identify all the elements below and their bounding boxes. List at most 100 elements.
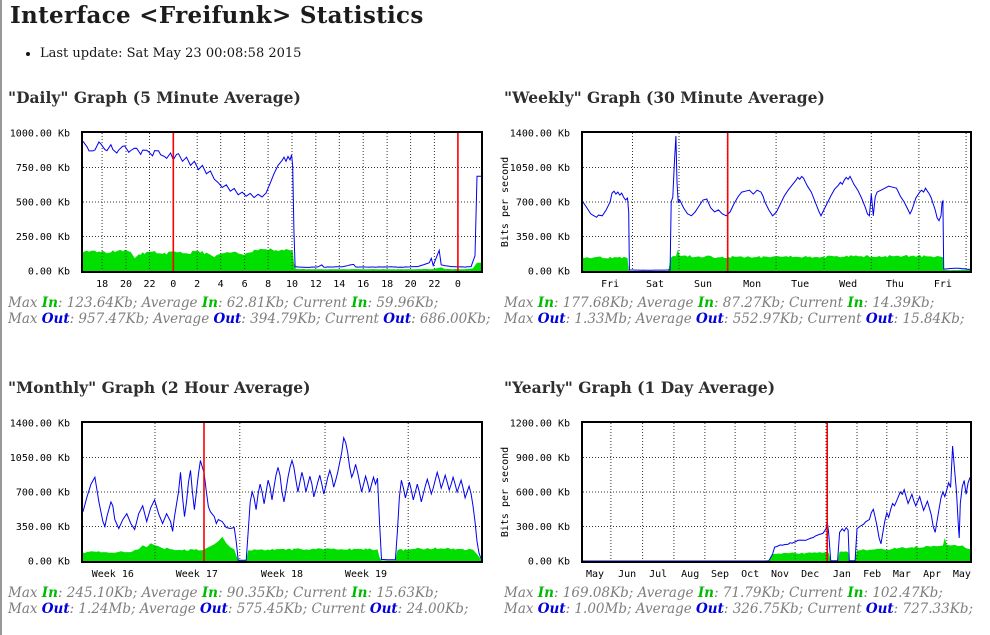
yearly-xtick-label: Dec — [801, 569, 819, 580]
yearly-xtick-label: Aug — [681, 569, 699, 580]
in-label: In — [697, 295, 714, 311]
weekly-xtick-label: Wed — [839, 279, 857, 290]
yearly-stats-out: Max Out: 1.00Mb; Average Out: 326.75Kb; … — [504, 600, 974, 617]
weekly-graph-stats: Max In: 177.68Kb; Average In: 87.27Kb; C… — [504, 295, 965, 327]
in-label: In — [351, 295, 368, 311]
weekly-xtick-label: Thu — [886, 279, 904, 290]
monthly-graph-image: 1400.00 Kb 1050.00 Kb 700.00 Kb 350.00 Kb 0.… — [8, 415, 496, 585]
monthly-stats-out: Max Out: 1.24Mb; Average Out: 575.45Kb; … — [8, 600, 469, 617]
page-title: Interface <Freifunk> Statistics — [10, 2, 424, 29]
weekly-in-area — [583, 249, 970, 271]
in-label: In — [537, 295, 554, 311]
weekly-xtick-label: Sun — [694, 279, 712, 290]
in-label: In — [201, 295, 218, 311]
daily-graph-image: 1000.00 Kb 750.00 Kb 500.00 Kb 250.00 Kb 0.0… — [8, 125, 496, 295]
yearly-xtick-label: Nov — [771, 569, 789, 580]
daily-ytick-label: 250.00 Kb — [16, 232, 70, 243]
last-update-text: Last update: Sat May 23 00:08:58 2015 — [40, 46, 302, 61]
daily-graph-svg: 1000.00 Kb 750.00 Kb 500.00 Kb 250.00 Kb 0.0… — [10, 129, 483, 290]
daily-out-line — [82, 141, 481, 268]
yearly-ytick-label: 1200.00 Kb — [510, 419, 570, 430]
in-label: In — [697, 585, 714, 601]
window-left-edge — [0, 0, 2, 635]
monthly-ytick-label: 0.00 Kb — [28, 557, 70, 568]
yearly-in-area — [583, 538, 970, 561]
daily-xtick-label: 12 — [310, 279, 322, 290]
yearly-graph-stats: Max In: 169.08Kb; Average In: 71.79Kb; C… — [504, 585, 974, 617]
update-list: Last update: Sat May 23 00:08:58 2015 — [10, 46, 301, 61]
monthly-graph-title: "Monthly" Graph (2 Hour Average) — [8, 378, 311, 397]
daily-ytick-label: 750.00 Kb — [16, 163, 70, 174]
weekly-xtick-label: Fri — [601, 279, 619, 290]
daily-xtick-label: 20 — [405, 279, 417, 290]
last-update-item: Last update: Sat May 23 00:08:58 2015 — [40, 46, 301, 61]
weekly-ytick-label: 350.00 Kb — [516, 232, 570, 243]
monthly-ytick-label: 700.00 Kb — [16, 488, 70, 499]
weekly-xtick-label: Mon — [743, 279, 761, 290]
out-label: Out — [369, 600, 398, 617]
in-label: In — [41, 295, 58, 311]
daily-xtick-label: 4 — [218, 279, 224, 290]
monthly-ytick-label: 1050.00 Kb — [10, 453, 70, 464]
monthly-ytick-label: 350.00 Kb — [16, 522, 70, 533]
monthly-graph-svg: 1400.00 Kb 1050.00 Kb 700.00 Kb 350.00 Kb 0.… — [10, 419, 483, 580]
weekly-ytick-label: 700.00 Kb — [516, 198, 570, 209]
yearly-ytick-label: 300.00 Kb — [516, 522, 570, 533]
in-label: In — [351, 585, 368, 601]
monthly-xtick-label: Week 16 — [92, 569, 134, 580]
yearly-xtick-label: Mar — [893, 569, 911, 580]
yearly-ytick-label: 600.00 Kb — [516, 488, 570, 499]
weekly-stats-out: Max Out: 1.33Mb; Average Out: 552.97Kb; … — [504, 310, 965, 327]
weekly-stats-in: Max In: 177.68Kb; Average In: 87.27Kb; C… — [504, 295, 935, 311]
yearly-ytick-label: 0.00 Kb — [528, 557, 570, 568]
out-label: Out — [696, 310, 724, 327]
yearly-graph-svg: 1200.00 Kb 900.00 Kb 600.00 Kb 300.00 Kb 0.0… — [500, 419, 972, 580]
yearly-xtick-label: Jul — [649, 569, 667, 580]
daily-ytick-label: 1000.00 Kb — [10, 129, 70, 140]
weekly-graph-title: "Weekly" Graph (30 Minute Average) — [504, 88, 825, 107]
out-label: Out — [865, 600, 894, 617]
daily-xtick-label: 10 — [286, 279, 298, 290]
weekly-graph-svg: 1400.00 Kb 1050.00 Kb 700.00 Kb 350.00 Kb 0.… — [500, 129, 972, 290]
daily-xtick-label: 22 — [428, 279, 440, 290]
daily-xtick-label: 6 — [242, 279, 248, 290]
out-label: Out — [865, 310, 894, 327]
daily-ytick-label: 500.00 Kb — [16, 198, 70, 209]
daily-xtick-label: 18 — [381, 279, 393, 290]
weekly-yaxis-label: Bits per second — [500, 157, 511, 247]
yearly-ytick-label: 900.00 Kb — [516, 453, 570, 464]
weekly-ytick-label: 0.00 Kb — [528, 267, 570, 278]
daily-xtick-label: 20 — [120, 279, 132, 290]
daily-graph-stats: Max In: 123.64Kb; Average In: 62.81Kb; C… — [8, 295, 491, 327]
weekly-graph-image: 1400.00 Kb 1050.00 Kb 700.00 Kb 350.00 Kb 0.… — [496, 125, 990, 295]
monthly-ytick-label: 1400.00 Kb — [10, 419, 70, 430]
out-label: Out — [696, 600, 724, 617]
weekly-xtick-label: Fri — [934, 279, 952, 290]
yearly-graph-title: "Yearly" Graph (1 Day Average) — [504, 378, 776, 397]
monthly-xtick-label: Week 17 — [176, 569, 218, 580]
in-label: In — [41, 585, 58, 601]
out-label: Out — [383, 310, 412, 327]
out-label: Out — [41, 600, 70, 617]
daily-stats-out: Max Out: 957.47Kb; Average Out: 394.79Kb… — [8, 310, 491, 327]
monthly-stats-in: Max In: 245.10Kb; Average In: 90.35Kb; C… — [8, 585, 439, 601]
daily-xtick-label: 18 — [96, 279, 108, 290]
weekly-ytick-label: 1050.00 Kb — [510, 163, 570, 174]
in-label: In — [537, 585, 554, 601]
daily-xtick-label: 0 — [170, 279, 176, 290]
monthly-graph-stats: Max In: 245.10Kb; Average In: 90.35Kb; C… — [8, 585, 469, 617]
yearly-xtick-label: Jan — [833, 569, 851, 580]
in-label: In — [847, 295, 864, 311]
daily-xtick-label: 22 — [143, 279, 155, 290]
yearly-stats-in: Max In: 169.08Kb; Average In: 71.79Kb; C… — [504, 585, 943, 601]
yearly-xtick-label: May — [953, 569, 971, 580]
out-label: Out — [537, 310, 566, 327]
weekly-out-line — [582, 135, 971, 271]
daily-xtick-label: 2 — [194, 279, 200, 290]
weekly-xtick-label: Tue — [791, 279, 809, 290]
daily-ytick-label: 0.00 Kb — [28, 267, 70, 278]
daily-xtick-label: 0 — [455, 279, 461, 290]
in-label: In — [847, 585, 864, 601]
yearly-xtick-label: May — [586, 569, 604, 580]
